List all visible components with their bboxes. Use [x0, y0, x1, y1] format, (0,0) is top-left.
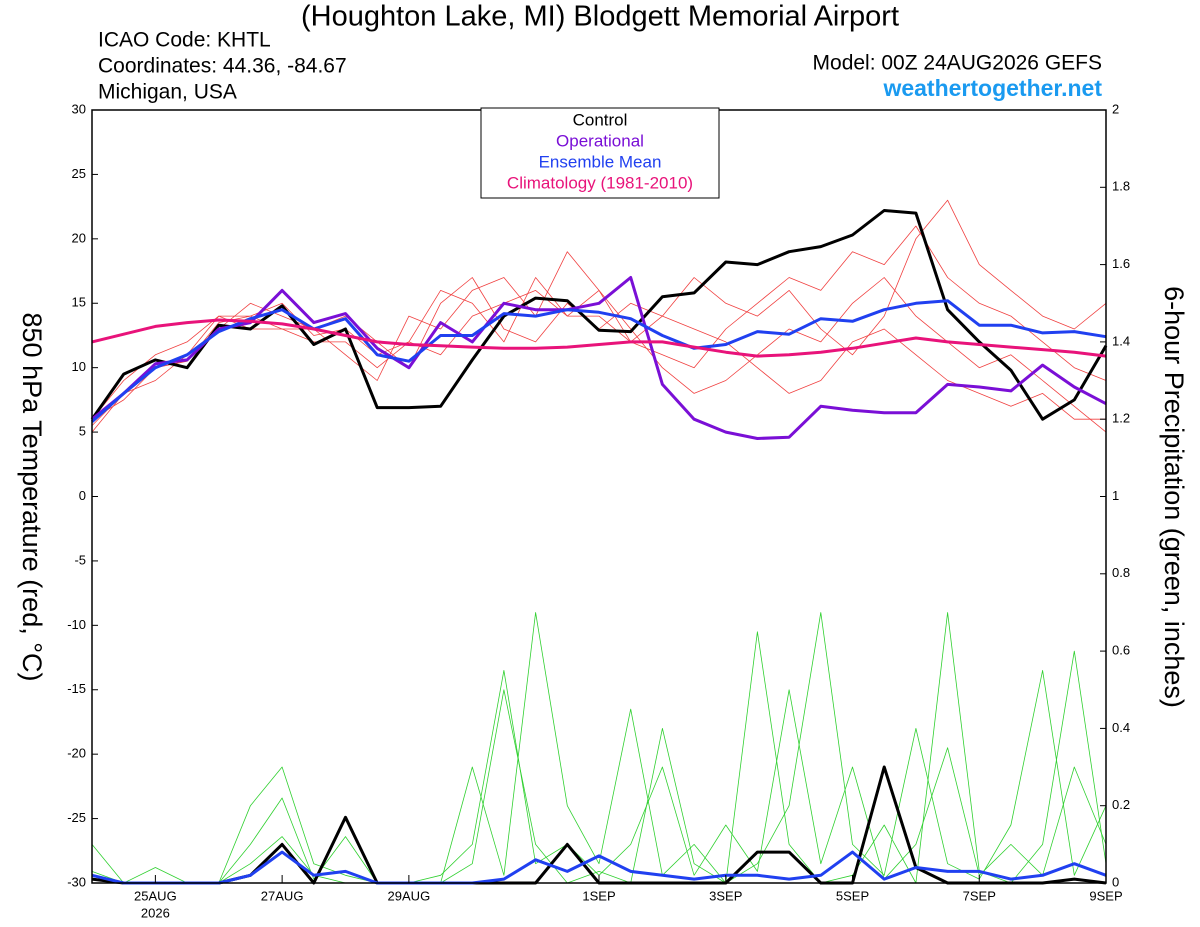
- y-axis-label: 850 hPa Temperature (red, °C): [17, 313, 47, 682]
- x-tick-label: 3SEP: [709, 888, 742, 903]
- legend: Control Operational Ensemble Mean Climatolo…: [507, 110, 693, 192]
- y2-tick-label: 0.2: [1112, 797, 1130, 812]
- y-tick-label: 0: [79, 488, 86, 503]
- y-tick-label: -20: [67, 746, 86, 761]
- member-line: [91, 277, 1106, 433]
- model-label: Model: 00Z 24AUG2026 GEFS: [813, 52, 1102, 75]
- member-line: [91, 670, 1107, 884]
- y2-tick-label: 0: [1112, 874, 1119, 889]
- series-line: [91, 318, 1107, 358]
- y2-tick-label: 1.4: [1112, 333, 1130, 348]
- y-tick-label: -10: [67, 617, 86, 632]
- y2-tick-label: 1.8: [1112, 179, 1130, 194]
- y2-axis-label: 6-hour Precipitation (green, inches): [1159, 286, 1189, 708]
- y2-tick-label: 1: [1112, 488, 1119, 503]
- legend-entry: Control: [573, 110, 628, 129]
- header-line: ICAO Code: KHTL: [98, 29, 271, 52]
- y2-tick-label: 2: [1112, 101, 1119, 116]
- y2-tick-label: 0.6: [1112, 643, 1130, 658]
- member-line: [91, 225, 1107, 426]
- series-line: [91, 850, 1107, 885]
- x-tick-label: 29AUG: [388, 888, 431, 903]
- legend-entry: Climatology (1981-2010): [507, 173, 693, 192]
- y2-tick-label: 0.4: [1112, 720, 1130, 735]
- y-tick-label: -5: [74, 552, 86, 567]
- y-tick-label: -25: [67, 810, 86, 825]
- plot-frame: [91, 109, 1107, 884]
- y2-tick-label: 0.8: [1112, 565, 1130, 580]
- member-line: [91, 612, 1107, 884]
- x-tick-label: 9SEP: [1089, 888, 1122, 903]
- y-tick-label: 15: [72, 295, 86, 310]
- header-line: Michigan, USA: [98, 81, 237, 104]
- y2-tick-label: 1.6: [1112, 256, 1130, 271]
- y-tick-label: -30: [67, 874, 86, 889]
- chart-title: (Houghton Lake, MI) Blodgett Memorial Ai…: [301, 1, 899, 33]
- y-tick-label: 5: [79, 424, 86, 439]
- y-tick-label: 20: [72, 230, 86, 245]
- header-line: Coordinates: 44.36, -84.67: [98, 55, 347, 78]
- x-tick-label: 27AUG: [261, 888, 304, 903]
- x-tick-label: 25AUG: [134, 888, 177, 903]
- y-tick-label: -15: [67, 681, 86, 696]
- y-tick-label: 30: [72, 101, 86, 116]
- plot-area: [90, 199, 1108, 885]
- series-line: [91, 276, 1107, 440]
- y-tick-label: 10: [72, 359, 86, 374]
- legend-entry: Operational: [556, 131, 644, 150]
- series-line: [90, 209, 1108, 421]
- member-line: [92, 612, 1107, 884]
- series-line: [91, 765, 1107, 885]
- series-line: [90, 299, 1107, 423]
- legend-box: [480, 107, 720, 199]
- legend-entry: Ensemble Mean: [539, 152, 662, 171]
- x-tick-label: 1SEP: [582, 888, 615, 903]
- year-label: 2026: [141, 905, 170, 920]
- x-tick-label: 7SEP: [963, 888, 996, 903]
- x-tick-label: 5SEP: [836, 888, 869, 903]
- y2-tick-label: 1.2: [1112, 411, 1130, 426]
- y-tick-label: 25: [72, 166, 86, 181]
- site-label: weathertogether.net: [882, 75, 1102, 101]
